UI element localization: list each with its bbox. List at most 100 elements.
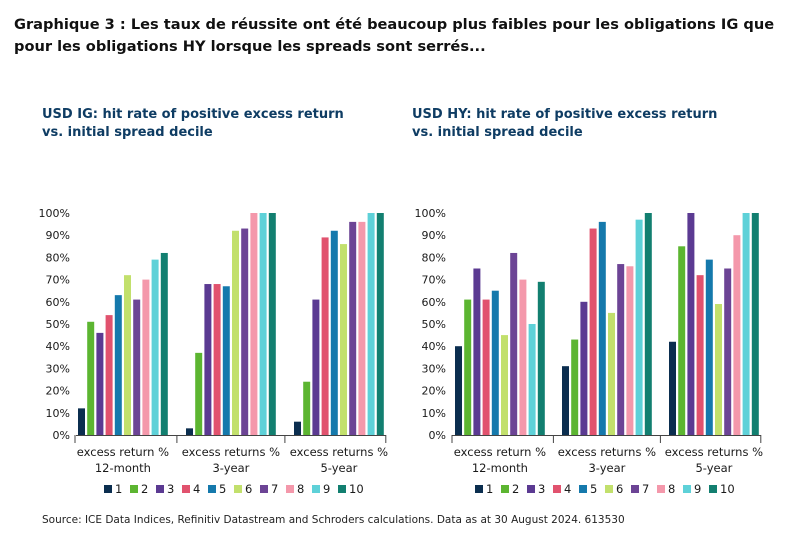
ig-ytick-label: 10% — [46, 407, 70, 420]
hy-bar-decile-5-group-1 — [491, 290, 499, 435]
hy-bar-decile-3-group-1 — [473, 268, 481, 435]
hy-bar-decile-9-group-3 — [742, 213, 750, 435]
hy-category-label-line-2: 5-year — [695, 461, 732, 475]
hy-legend-swatch-2 — [501, 485, 509, 493]
hy-ytick-label: 30% — [422, 362, 446, 375]
hy-bar-decile-4-group-3 — [696, 275, 704, 435]
ig-legend-swatch-2 — [130, 485, 138, 493]
ig-bar-decile-9-group-1 — [151, 259, 159, 435]
hy-category-label-line-1: excess returns % — [665, 445, 763, 459]
hy-bar-decile-4-group-2 — [589, 228, 597, 435]
ig-ytick-label: 30% — [46, 362, 70, 375]
hy-bar-decile-8-group-2 — [626, 266, 634, 435]
hy-bar-decile-1-group-1 — [455, 346, 462, 435]
hy-ytick-label: 90% — [422, 229, 446, 242]
hy-category-label-line-2: 3-year — [588, 461, 625, 475]
hy-bar-decile-6-group-3 — [715, 304, 722, 435]
hy-legend-swatch-9 — [683, 485, 691, 493]
ig-ytick-label: 90% — [46, 229, 70, 242]
hy-legend-swatch-6 — [605, 485, 613, 493]
ig-ytick-label: 20% — [46, 385, 70, 398]
hy-bar-decile-10-group-1 — [537, 281, 545, 435]
ig-legend-label-4: 4 — [193, 482, 200, 496]
ig-bar-decile-5-group-3 — [330, 230, 338, 435]
hy-bar-decile-3-group-2 — [580, 301, 588, 435]
ig-bar-decile-8-group-1 — [142, 279, 150, 435]
hy-legend-swatch-7 — [631, 485, 639, 493]
ig-bar-decile-2-group-3 — [303, 381, 311, 435]
ig-ytick-label: 60% — [46, 296, 70, 309]
hy-bar-decile-9-group-1 — [528, 324, 536, 435]
hy-ytick-label: 40% — [422, 340, 446, 353]
ig-category-label-line-2: 3-year — [212, 461, 249, 475]
hy-bar-decile-10-group-2 — [644, 213, 652, 435]
hy-title-line-2: vs. initial spread decile — [412, 125, 583, 140]
ig-legend-swatch-9 — [312, 485, 320, 493]
hy-title-line-1: USD HY: hit rate of positive excess retu… — [412, 107, 718, 122]
ig-bar-decile-1-group-3 — [294, 421, 301, 435]
hy-bar-decile-2-group-1 — [464, 299, 472, 435]
hy-bar-decile-3-group-3 — [687, 213, 695, 435]
ig-bar-decile-4-group-1 — [105, 315, 113, 435]
ig-legend-swatch-3 — [156, 485, 164, 493]
ig-bar-decile-3-group-2 — [204, 284, 212, 435]
hy-bar-decile-2-group-2 — [571, 339, 579, 435]
ig-bar-decile-10-group-2 — [268, 213, 276, 435]
ig-legend-swatch-10 — [338, 485, 346, 493]
ig-legend-label-1: 1 — [115, 482, 122, 496]
ig-legend-label-9: 9 — [323, 482, 330, 496]
hy-legend-swatch-3 — [527, 485, 535, 493]
ig-bar-decile-1-group-2 — [186, 428, 193, 435]
hy-legend-label-8: 8 — [668, 482, 675, 496]
hy-ytick-label: 0% — [429, 429, 446, 442]
page-headline: Graphique 3 : Les taux de réussite ont é… — [14, 16, 775, 55]
hy-bar-decile-1-group-3 — [669, 341, 676, 435]
ig-bar-decile-9-group-2 — [259, 213, 267, 435]
hy-bar-decile-7-group-1 — [510, 252, 518, 435]
hy-bar-decile-6-group-1 — [501, 335, 508, 435]
ig-ytick-label: 40% — [46, 340, 70, 353]
ig-legend-label-10: 10 — [349, 482, 364, 496]
ig-bar-decile-8-group-2 — [250, 213, 258, 435]
ig-bar-decile-10-group-3 — [376, 213, 384, 435]
ig-bar-decile-6-group-3 — [340, 244, 347, 435]
ig-legend-swatch-6 — [234, 485, 242, 493]
ig-category-label-line-2: 5-year — [320, 461, 357, 475]
ig-bar-decile-4-group-2 — [213, 284, 221, 435]
ig-ytick-label: 0% — [53, 429, 70, 442]
ig-bar-decile-3-group-3 — [312, 299, 320, 435]
ig-bar-decile-3-group-1 — [96, 332, 104, 435]
ig-bar-decile-9-group-3 — [367, 213, 375, 435]
hy-chart-title: USD HY: hit rate of positive excess retu… — [412, 106, 752, 142]
hy-legend-label-1: 1 — [486, 482, 493, 496]
hy-bar-decile-10-group-3 — [751, 213, 759, 435]
ig-title-line-1: USD IG: hit rate of positive excess retu… — [42, 107, 344, 122]
ig-legend-swatch-8 — [286, 485, 294, 493]
ig-bar-decile-7-group-2 — [241, 228, 249, 435]
hy-legend-label-10: 10 — [720, 482, 735, 496]
hy-legend-label-7: 7 — [642, 482, 649, 496]
ig-ytick-label: 50% — [46, 318, 70, 331]
hy-ytick-label: 50% — [422, 318, 446, 331]
hy-category-label-line-1: excess return % — [454, 445, 546, 459]
ig-title-line-2: vs. initial spread decile — [42, 125, 213, 140]
hy-category-label-line-1: excess returns % — [558, 445, 656, 459]
ig-bar-decile-8-group-3 — [358, 221, 366, 435]
ig-legend-label-2: 2 — [141, 482, 148, 496]
ig-bar-decile-5-group-1 — [114, 295, 122, 435]
ig-bar-decile-10-group-1 — [160, 252, 168, 435]
hy-legend-label-9: 9 — [694, 482, 701, 496]
ig-bar-decile-7-group-1 — [133, 299, 141, 435]
hy-bar-decile-8-group-3 — [733, 235, 741, 435]
ig-legend-swatch-5 — [208, 485, 216, 493]
hy-ytick-label: 60% — [422, 296, 446, 309]
hy-ytick-label: 20% — [422, 385, 446, 398]
ig-legend-swatch-1 — [104, 485, 112, 493]
hy-legend-swatch-8 — [657, 485, 665, 493]
source-note: Source: ICE Data Indices, Refinitiv Data… — [42, 514, 625, 526]
hy-bar-decile-7-group-2 — [617, 264, 625, 435]
ig-legend-label-5: 5 — [219, 482, 226, 496]
ig-bar-decile-6-group-1 — [124, 275, 131, 435]
ig-ytick-label: 80% — [46, 251, 70, 264]
